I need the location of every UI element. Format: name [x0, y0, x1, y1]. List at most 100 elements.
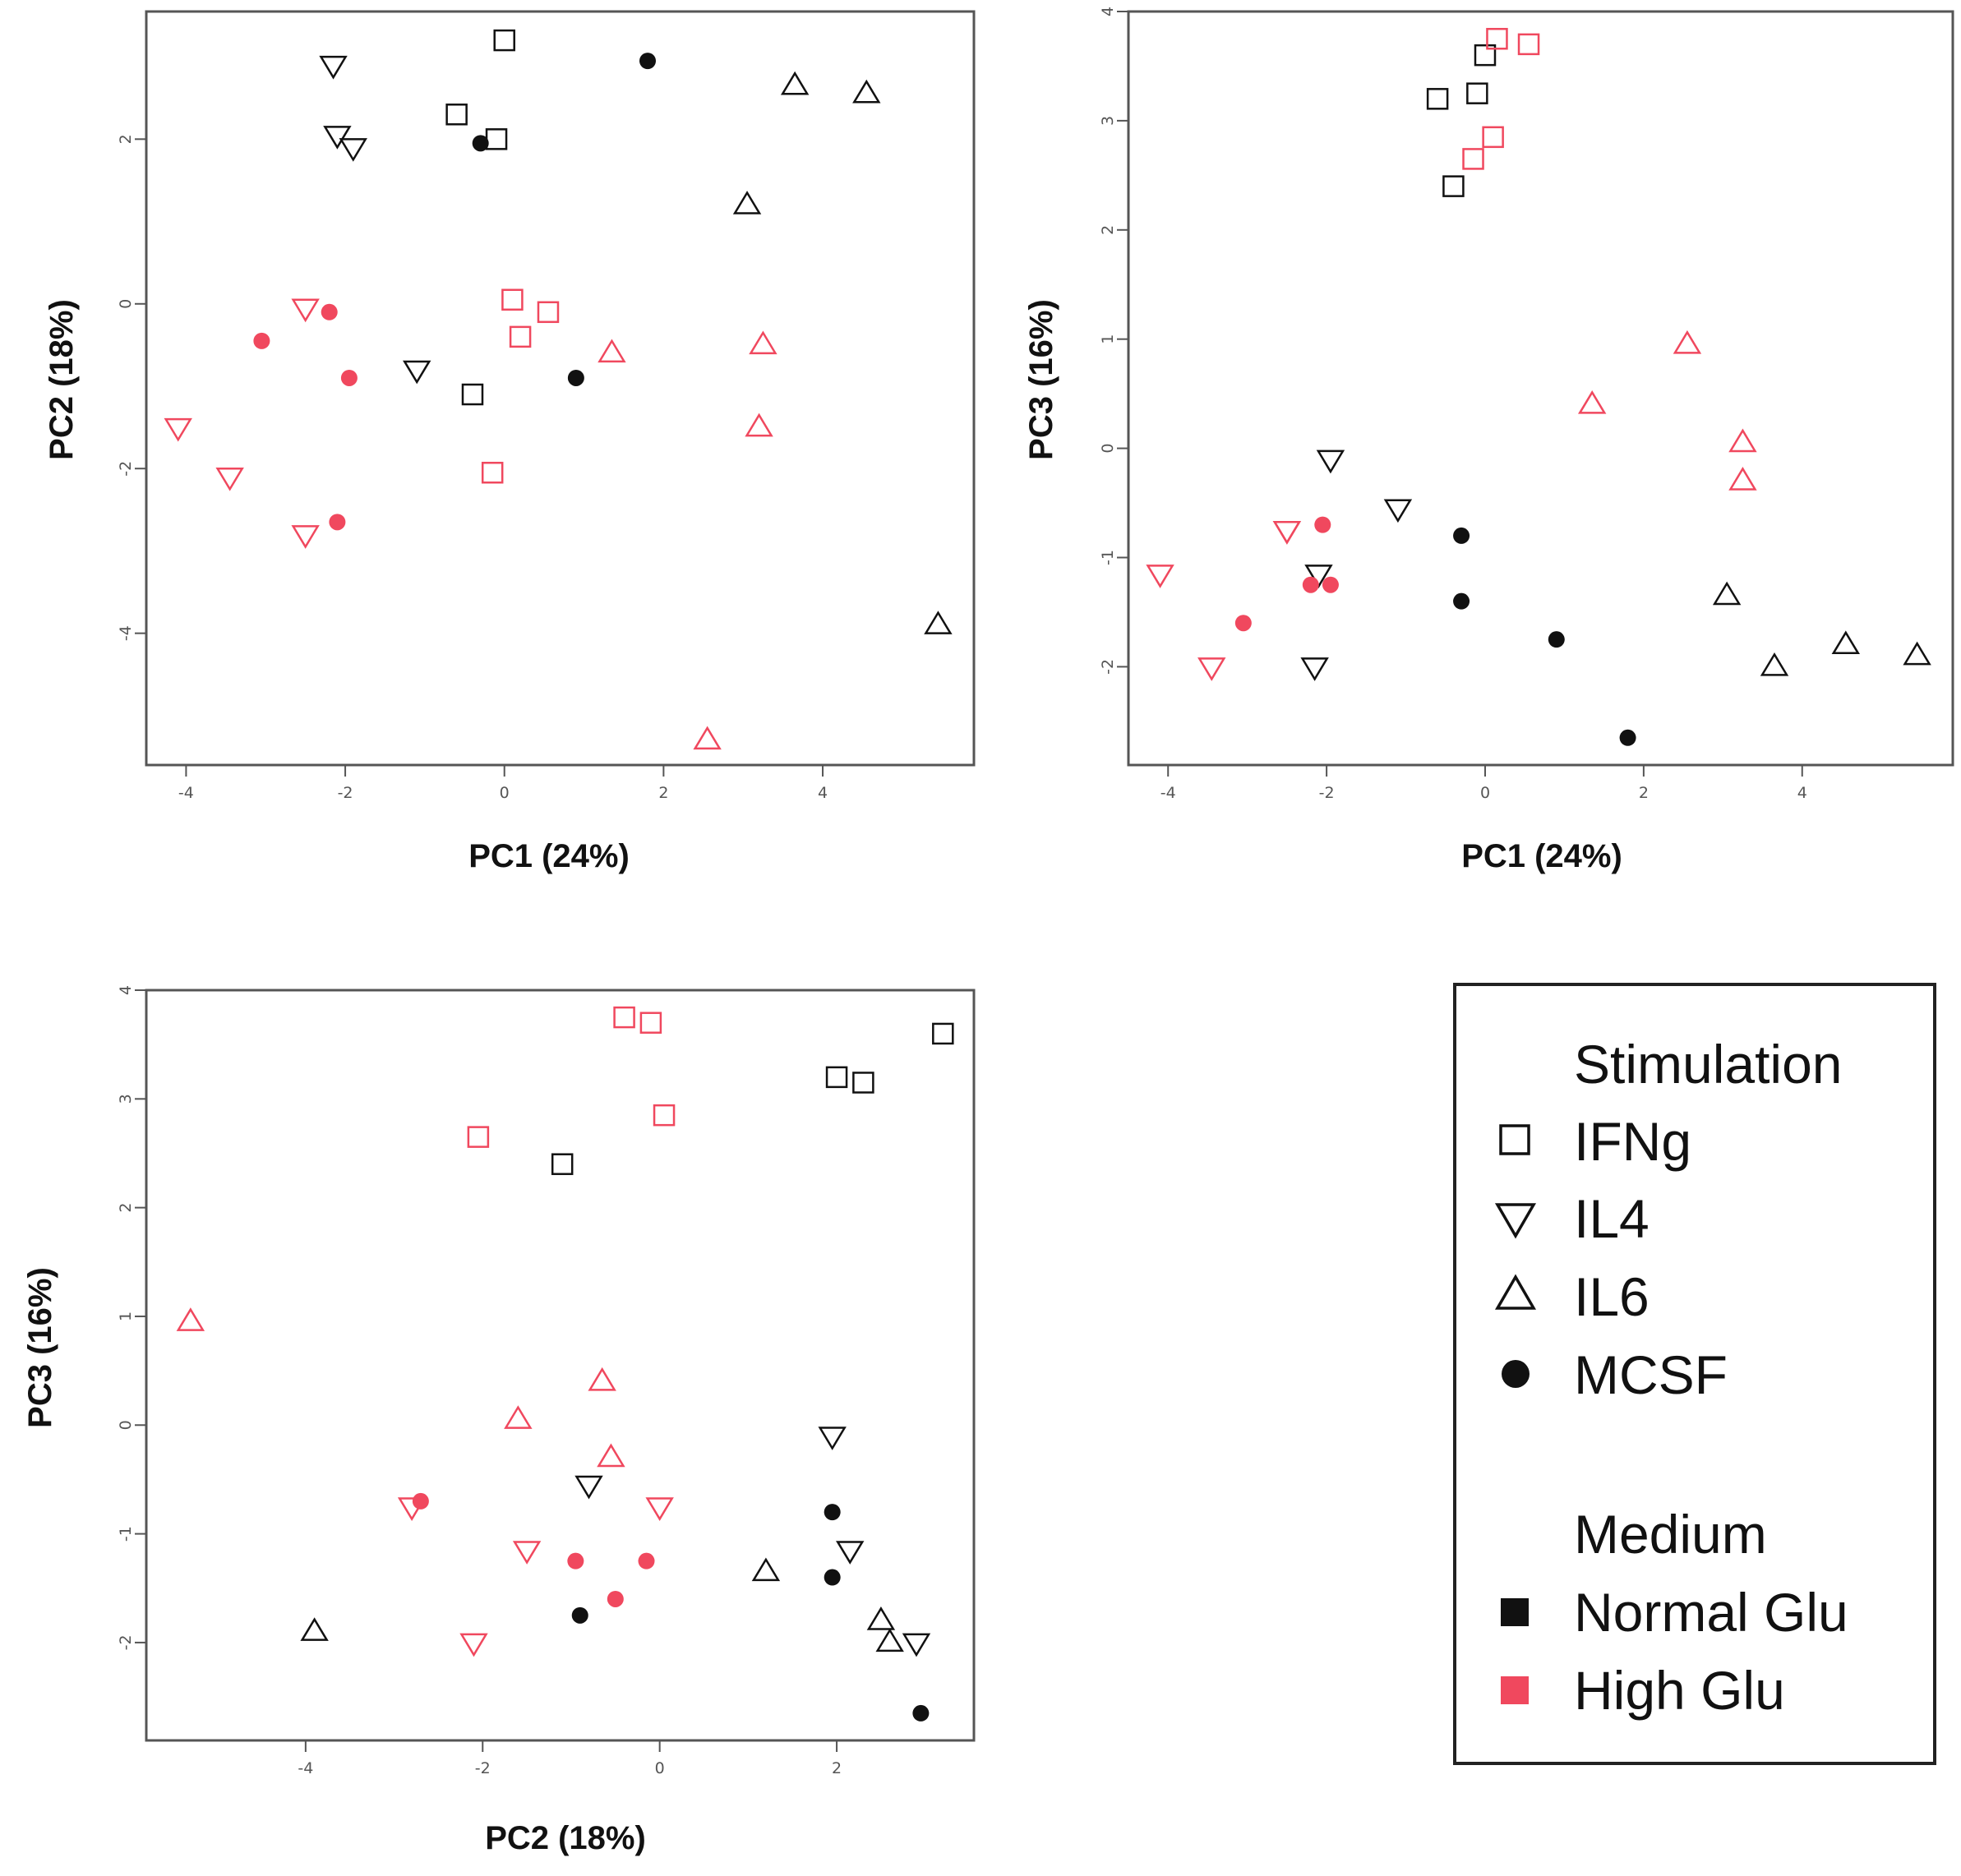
data-point-il6 [780, 71, 810, 95]
data-point-ifng [1466, 82, 1488, 104]
data-point-ifng [653, 1104, 676, 1127]
legend-item-high-glu: High Glu [1574, 1660, 1785, 1721]
y-tick-label: 4 [117, 985, 135, 995]
legend-item-ifng: IFNg [1574, 1111, 1691, 1172]
circle-icon [1502, 1360, 1530, 1388]
y-tick-label: -1 [117, 1526, 135, 1542]
y-tick-label: 3 [117, 1094, 135, 1104]
data-point-ifng [1517, 33, 1540, 56]
data-point-il4 [319, 55, 348, 80]
data-point-il4 [512, 1541, 542, 1565]
legend-frame [1453, 983, 1936, 1765]
x-axis-title: PC1 (24%) [468, 838, 630, 874]
data-point-il6 [732, 191, 762, 214]
data-point-il4 [1304, 565, 1333, 588]
data-point-il4 [818, 1427, 847, 1450]
x-tick-label: 2 [832, 1759, 842, 1777]
data-point-il4 [1316, 449, 1345, 474]
data-point-ifng [461, 383, 484, 406]
data-point-il6 [875, 1628, 904, 1652]
data-point-il6 [1577, 390, 1607, 414]
data-point-il4 [1146, 565, 1174, 588]
x-tick-label: 2 [658, 784, 668, 802]
x-tick-label: -4 [178, 784, 194, 802]
x-tick-label: 2 [1639, 784, 1649, 802]
y-tick-label: 0 [117, 1420, 135, 1430]
data-point-mcsf [1619, 729, 1636, 746]
plot-pc1-pc2: -4 -2 0 2 4 -4 -2 0 2 PC1 (24%) PC2 (18%) [44, 10, 976, 874]
data-point-ifng [485, 128, 508, 150]
y-tick-label: -2 [117, 1634, 135, 1650]
data-point-il4 [574, 1475, 603, 1500]
legend-item-il6: IL6 [1574, 1266, 1650, 1327]
data-point-mcsf [1314, 516, 1331, 533]
normal-glu-swatch [1501, 1598, 1529, 1626]
x-tick-label: -4 [298, 1759, 313, 1777]
data-point-ifng [1482, 126, 1504, 149]
data-point-il6 [1903, 641, 1931, 666]
y-tick-label: -2 [1099, 659, 1117, 675]
data-point-il6 [1673, 330, 1702, 354]
data-point-ifng [932, 1022, 954, 1045]
data-point-il4 [215, 467, 244, 491]
data-point-il6 [504, 1405, 533, 1429]
x-tick-label: -2 [475, 1759, 491, 1777]
data-point-il4 [459, 1633, 488, 1657]
data-point-il4 [645, 1497, 674, 1521]
data-point-mcsf [567, 1552, 584, 1569]
y-axis-title: PC2 (18%) [44, 299, 80, 460]
x-axis-title: PC2 (18%) [485, 1820, 646, 1856]
data-point-mcsf [1453, 592, 1470, 610]
y-tick-label: 2 [117, 1203, 135, 1213]
x-tick-label: -2 [1319, 784, 1335, 802]
data-point-mcsf [567, 369, 584, 386]
data-point-il4 [291, 525, 320, 549]
plot-frame [1127, 10, 1954, 767]
y-tick-label: 3 [1099, 116, 1117, 126]
data-point-mcsf [1302, 576, 1319, 593]
data-point-il4 [339, 138, 367, 162]
data-point-ifng [1462, 148, 1484, 170]
triangle-up-icon [1494, 1274, 1537, 1310]
plot-pc2-pc3: -4 -2 0 2 -2 -1 0 1 2 3 4 PC2 (18%) PC3 (16%) [22, 985, 976, 1856]
data-point-mcsf [1453, 527, 1470, 544]
data-point-ifng [493, 29, 515, 52]
plot-pc1-pc3: -4 -2 0 2 4 -2 -1 0 1 2 3 4 PC1 (24%) PC3 (16%) [1023, 7, 1954, 874]
data-point-il6 [1728, 428, 1757, 453]
y-tick-label: -1 [1099, 550, 1117, 565]
data-point-mcsf [340, 369, 358, 386]
data-point-mcsf [639, 53, 657, 70]
y-tick-label: -2 [117, 461, 135, 477]
data-point-il6 [749, 330, 777, 355]
data-point-il4 [1272, 521, 1302, 545]
data-point-ifng [551, 1153, 574, 1175]
data-point-il4 [902, 1633, 931, 1657]
data-point-il6 [852, 79, 881, 104]
data-point-il6 [598, 339, 626, 363]
x-tick-label: 4 [1797, 784, 1807, 802]
data-point-mcsf [412, 1492, 429, 1510]
x-tick-label: 0 [500, 784, 510, 802]
x-tick-label: 4 [818, 784, 828, 802]
data-point-mcsf [912, 1704, 930, 1722]
data-point-il4 [836, 1541, 865, 1565]
data-point-ifng [1442, 175, 1465, 197]
data-point-il4 [403, 360, 431, 385]
data-point-il6 [693, 726, 722, 750]
y-tick-label: 0 [117, 299, 135, 309]
data-point-il6 [1728, 467, 1757, 491]
data-point-mcsf [824, 1569, 841, 1586]
data-point-mcsf [607, 1590, 624, 1607]
data-point-ifng [445, 104, 468, 126]
x-tick-label: -4 [1160, 784, 1176, 802]
x-tick-label: 0 [1480, 784, 1490, 802]
data-point-mcsf [824, 1504, 841, 1521]
legend-item-mcsf: MCSF [1574, 1344, 1728, 1405]
y-tick-label: 1 [117, 1311, 135, 1321]
legend-item-normal-glu: Normal Glu [1574, 1582, 1848, 1643]
x-tick-label: -2 [338, 784, 353, 802]
data-point-il4 [1197, 657, 1226, 681]
data-point-mcsf [1548, 631, 1565, 648]
data-point-il4 [1300, 657, 1329, 681]
